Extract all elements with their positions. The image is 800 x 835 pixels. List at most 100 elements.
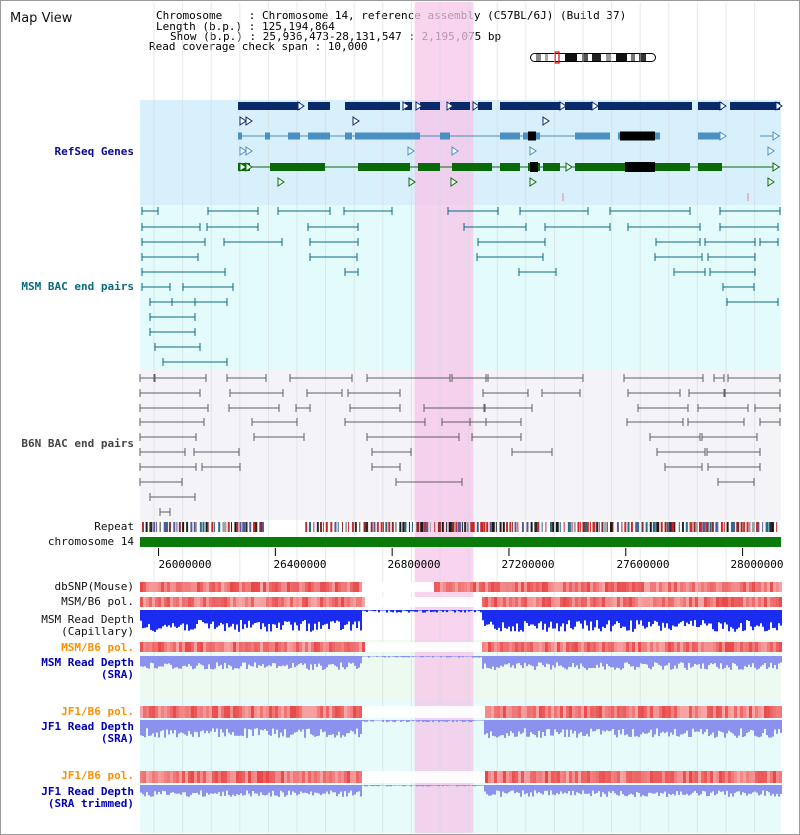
read-depth-bin (748, 720, 750, 732)
read-depth-bin (278, 720, 280, 738)
read-depth-bin (756, 656, 758, 670)
polymorphism-bin (764, 771, 767, 783)
read-depth-bin (170, 785, 172, 793)
polymorphism-bin (542, 582, 545, 592)
read-depth-bin (186, 720, 188, 736)
polymorphism-bin (284, 706, 287, 718)
chromosome-ideogram[interactable] (530, 51, 656, 64)
read-depth-bin (200, 720, 202, 732)
read-depth-bin (502, 720, 504, 735)
read-depth-bin (252, 610, 254, 625)
read-depth-bin (220, 785, 222, 797)
repeat-element (176, 522, 178, 532)
read-depth-bin (466, 656, 468, 657)
polymorphism-bin (302, 642, 305, 652)
read-depth-bin (720, 785, 722, 792)
repeat-element (664, 522, 667, 532)
repeat-element (733, 522, 736, 532)
read-depth-bin (202, 720, 204, 731)
polymorphism-bin (488, 597, 491, 607)
read-depth-bin (474, 720, 476, 721)
read-depth-bin (630, 720, 632, 737)
repeat-element (630, 522, 633, 532)
polymorphism-bin (551, 642, 554, 652)
read-depth-bin (152, 720, 154, 734)
polymorphism-bin (581, 771, 584, 783)
polymorphism-bin (722, 642, 725, 652)
repeat-element (726, 522, 729, 532)
polymorphism-bin (560, 582, 563, 592)
polymorphism-bin (182, 771, 185, 783)
polymorphism-bin (278, 771, 281, 783)
polymorphism-gap (455, 642, 458, 652)
polymorphism-bin (203, 582, 206, 592)
polymorphism-bin (236, 597, 239, 607)
read-depth-bin (580, 656, 582, 664)
polymorphism-bin (350, 706, 353, 718)
polymorphism-bin (635, 706, 638, 718)
polymorphism-bin (206, 706, 209, 718)
read-depth-bin (550, 610, 552, 622)
read-depth-bin (500, 785, 502, 797)
polymorphism-bin (704, 582, 707, 592)
read-depth-bin (570, 610, 572, 629)
polymorphism-gap (425, 771, 428, 783)
polymorphism-bin (521, 771, 524, 783)
repeat-element (624, 522, 627, 532)
polymorphism-bin (257, 582, 260, 592)
polymorphism-bin (611, 582, 614, 592)
read-depth-bin (492, 656, 494, 667)
read-depth-bin (744, 656, 746, 667)
read-depth-bin (336, 610, 338, 621)
read-depth-bin (376, 656, 378, 658)
read-depth-bin (480, 656, 482, 658)
read-depth-bin (174, 720, 176, 730)
read-depth-bin (510, 720, 512, 732)
polymorphism-bin (728, 582, 731, 592)
read-depth-bin (318, 656, 320, 664)
polymorphism-bin (350, 771, 353, 783)
polymorphism-bin (164, 706, 167, 718)
read-depth-bin (532, 785, 534, 797)
polymorphism-bin (170, 771, 173, 783)
polymorphism-bin (530, 642, 533, 652)
polymorphism-bin (725, 597, 728, 607)
repeat-element (149, 522, 153, 532)
polymorphism-bin (773, 771, 776, 783)
read-depth-bin (260, 785, 262, 793)
read-depth-bin (318, 720, 320, 736)
read-depth-bin (388, 656, 390, 658)
read-depth-bin (150, 610, 152, 630)
read-depth-bin (502, 610, 504, 623)
repeat-element (239, 522, 242, 532)
repeat-element (376, 522, 379, 532)
polymorphism-bin (749, 642, 752, 652)
read-depth-bin (436, 720, 438, 721)
read-depth-bin (458, 785, 460, 786)
read-depth-bin (430, 785, 432, 787)
polymorphism-gap (368, 771, 371, 783)
polymorphism-bin (344, 642, 347, 652)
polymorphism-bin (581, 597, 584, 607)
read-depth-bin (314, 785, 316, 793)
read-depth-bin (478, 720, 480, 721)
read-depth-bin (190, 610, 192, 630)
read-depth-bin (482, 656, 484, 669)
polymorphism-bin (599, 597, 602, 607)
polymorphism-bin (659, 642, 662, 652)
read-depth-bin (534, 656, 536, 670)
polymorphism-gap (380, 771, 383, 783)
polymorphism-bin (155, 597, 158, 607)
gene-exon (655, 132, 660, 140)
read-depth-bin (268, 785, 270, 793)
polymorphism-bin (224, 597, 227, 607)
read-depth-bin (664, 720, 666, 734)
read-depth-bin (460, 720, 462, 722)
polymorphism-bin (686, 597, 689, 607)
polymorphism-bin (752, 771, 755, 783)
polymorphism-bin (503, 771, 506, 783)
polymorphism-bin (287, 582, 290, 592)
read-depth-bin (728, 720, 730, 731)
read-depth-bin (282, 785, 284, 793)
